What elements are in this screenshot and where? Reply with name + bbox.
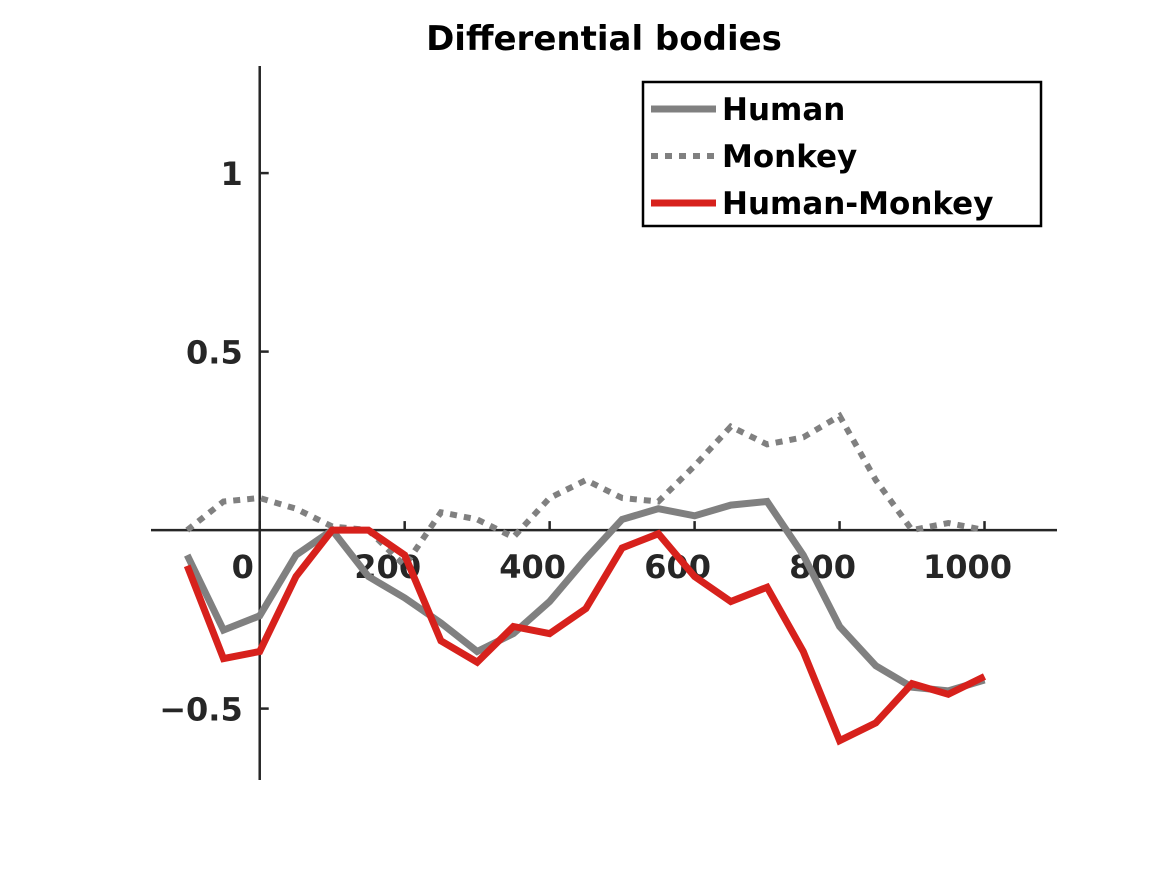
x-tick-label: 0 bbox=[232, 548, 254, 586]
axes bbox=[151, 66, 1057, 780]
y-tick-label: 0.5 bbox=[186, 334, 243, 372]
series-line-human bbox=[184, 497, 986, 695]
x-tick-label: 400 bbox=[499, 548, 566, 586]
x-tick-label: 1000 bbox=[923, 548, 1012, 586]
legend: Human Monkey Human-Monkey bbox=[641, 80, 1043, 228]
y-tick-label: −0.5 bbox=[159, 691, 243, 729]
y-tick-label: 1 bbox=[220, 155, 242, 193]
chart-title: Differential bodies bbox=[426, 19, 782, 59]
series-lines bbox=[183, 411, 987, 746]
legend-label: Monkey bbox=[722, 139, 857, 175]
legend-label: Human bbox=[722, 92, 845, 128]
legend-label: Human-Monkey bbox=[722, 186, 993, 222]
series-line-human-monkey bbox=[183, 526, 987, 746]
series-line-monkey bbox=[185, 411, 986, 571]
tick-labels: 0 200 400 600 800 1000−0.50.51 bbox=[159, 155, 1012, 729]
